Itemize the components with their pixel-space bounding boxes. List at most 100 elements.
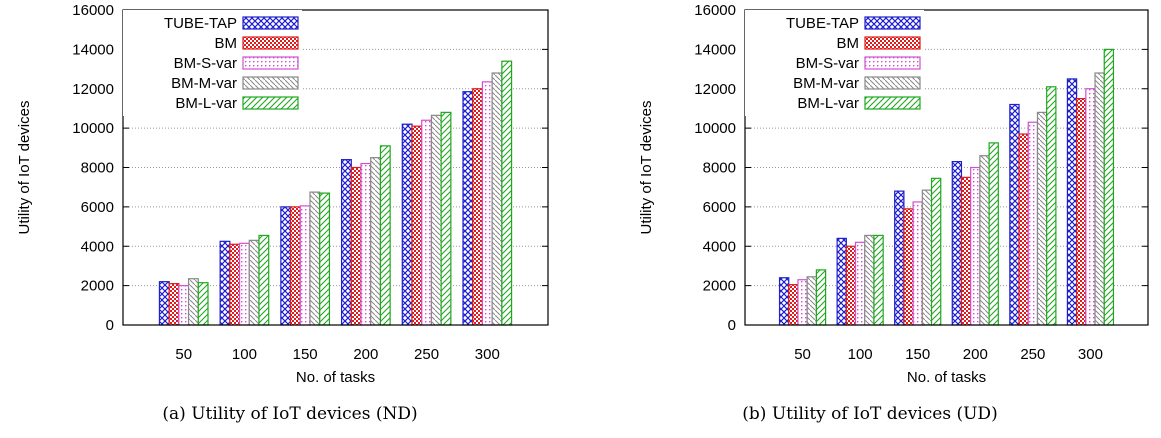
plot-frame [122, 9, 549, 326]
bar-bm-300 [1076, 97, 1087, 326]
bar-bm-s-var-50 [797, 279, 808, 326]
x-tick-label: 50 [175, 346, 192, 363]
x-tick-label: 100 [232, 346, 257, 363]
x-tick-label: 300 [1078, 346, 1103, 363]
y-tick-label: 16000 [694, 2, 736, 19]
bar-bm-100 [229, 243, 241, 326]
bar-bm-s-var-150 [299, 205, 311, 326]
bar-bm-200 [350, 166, 362, 326]
caption-b: (b) Utility of IoT devices (UD) [742, 404, 998, 424]
bar-tube-tap-250 [1009, 103, 1020, 326]
bar-bm-50 [788, 284, 799, 326]
bar-bm-l-var-50 [197, 282, 209, 326]
y-tick-label: 10000 [694, 120, 736, 137]
bar-bm-m-var-250 [1036, 111, 1048, 326]
bar-bm-m-var-200 [370, 157, 382, 326]
legend-swatch [242, 36, 299, 50]
x-tick-label: 50 [794, 346, 811, 363]
legend-swatch [242, 56, 299, 70]
bar-tube-tap-200 [951, 160, 963, 326]
legend-swatch [864, 56, 921, 70]
legend-swatch [242, 76, 299, 90]
bar-bm-250 [1018, 133, 1029, 326]
y-tick-label: 8000 [81, 160, 114, 177]
bar-bm-s-var-50 [178, 285, 190, 326]
bar-tube-tap-250 [401, 123, 413, 326]
bar-bm-150 [289, 206, 301, 326]
figure-a: 0 2000 4000 6000 8000 10000 12000 14000 16000 50 1… [0, 0, 580, 438]
y-tick-label: 0 [728, 317, 736, 334]
bar-bm-s-var-200 [360, 162, 372, 326]
bar-bm-200 [960, 176, 972, 326]
bar-bm-m-var-300 [491, 72, 503, 326]
y-tick-label: 6000 [81, 199, 114, 216]
bar-bm-l-var-100 [258, 234, 270, 326]
bar-bm-l-var-50 [815, 269, 827, 326]
y-tick-label: 12000 [694, 81, 736, 98]
bar-bm-m-var-100 [864, 234, 875, 326]
bar-bm-m-var-300 [1094, 72, 1105, 326]
bar-bm-s-var-100 [238, 242, 250, 326]
y-tick-label: 14000 [72, 41, 114, 58]
bar-tube-tap-100 [836, 237, 847, 326]
legend: TUBE-TAP BM BM-S-var BM-M-var BM-L-var [123, 10, 302, 116]
bar-tube-tap-100 [219, 240, 231, 326]
legend-label: TUBE-TAP [164, 15, 237, 32]
bar-bm-150 [903, 208, 914, 326]
y-tick-label: 6000 [703, 199, 736, 216]
y-tick-label: 16000 [72, 2, 114, 19]
x-tick-label: 150 [905, 346, 930, 363]
legend-label: TUBE-TAP [786, 15, 859, 32]
x-tick-label: 300 [475, 346, 500, 363]
y-tick-label: 2000 [703, 278, 736, 295]
legend-swatch [864, 36, 921, 50]
bar-bm-s-var-300 [481, 81, 493, 326]
legend-label: BM-M-var [171, 75, 237, 92]
bar-bm-250 [411, 125, 423, 326]
bar-bm-l-var-250 [1046, 86, 1057, 326]
x-tick-label: 250 [1020, 346, 1045, 363]
legend-swatch [242, 96, 299, 110]
x-tick-label: 200 [353, 346, 378, 363]
legend-label: BM [215, 35, 238, 52]
bar-bm-l-var-100 [873, 234, 884, 326]
bar-bm-l-var-300 [1103, 48, 1115, 326]
bar-bm-l-var-150 [930, 177, 942, 326]
y-tick-label: 2000 [81, 278, 114, 295]
bar-bm-l-var-250 [440, 111, 452, 326]
plot-frame [744, 9, 1149, 326]
caption-a: (a) Utility of IoT devices (ND) [162, 404, 418, 424]
legend-swatch [864, 16, 921, 30]
legend-swatch [864, 96, 921, 110]
bar-bm-m-var-200 [979, 155, 990, 326]
bar-tube-tap-200 [340, 159, 352, 326]
bar-tube-tap-50 [158, 281, 170, 326]
x-tick-label: 150 [293, 346, 318, 363]
x-tick-label: 200 [963, 346, 988, 363]
y-tick-label: 14000 [694, 41, 736, 58]
legend-label: BM-L-var [175, 95, 237, 112]
chart-a: 0 2000 4000 6000 8000 10000 12000 14000 16000 50 1… [16, 2, 549, 386]
bar-bm-m-var-150 [921, 189, 933, 326]
y-tick-label: 4000 [81, 238, 114, 255]
bar-bm-m-var-150 [309, 191, 321, 326]
legend-label: BM-M-var [793, 75, 859, 92]
x-tick-label: 100 [848, 346, 873, 363]
bar-bm-300 [472, 88, 484, 326]
legend-label: BM-L-var [797, 95, 859, 112]
y-axis-label: Utility of IoT devices [16, 101, 33, 235]
bar-tube-tap-300 [1066, 78, 1078, 326]
x-axis-label: No. of tasks [907, 369, 986, 386]
y-tick-label: 12000 [72, 81, 114, 98]
legend-label: BM-S-var [174, 55, 237, 72]
bar-tube-tap-150 [280, 206, 292, 326]
bar-bm-s-var-300 [1085, 88, 1096, 326]
legend: TUBE-TAP BM BM-S-var BM-M-var BM-L-var [745, 10, 924, 116]
x-axis-label: No. of tasks [296, 369, 375, 386]
bar-bm-s-var-100 [854, 241, 866, 326]
chart-b: 0 2000 4000 6000 8000 10000 12000 14000 16000 50 1… [638, 2, 1149, 386]
bar-bm-50 [168, 283, 180, 326]
bar-bm-s-var-150 [912, 201, 923, 326]
bar-bm-m-var-250 [430, 114, 442, 326]
bar-bm-m-var-50 [806, 276, 817, 326]
